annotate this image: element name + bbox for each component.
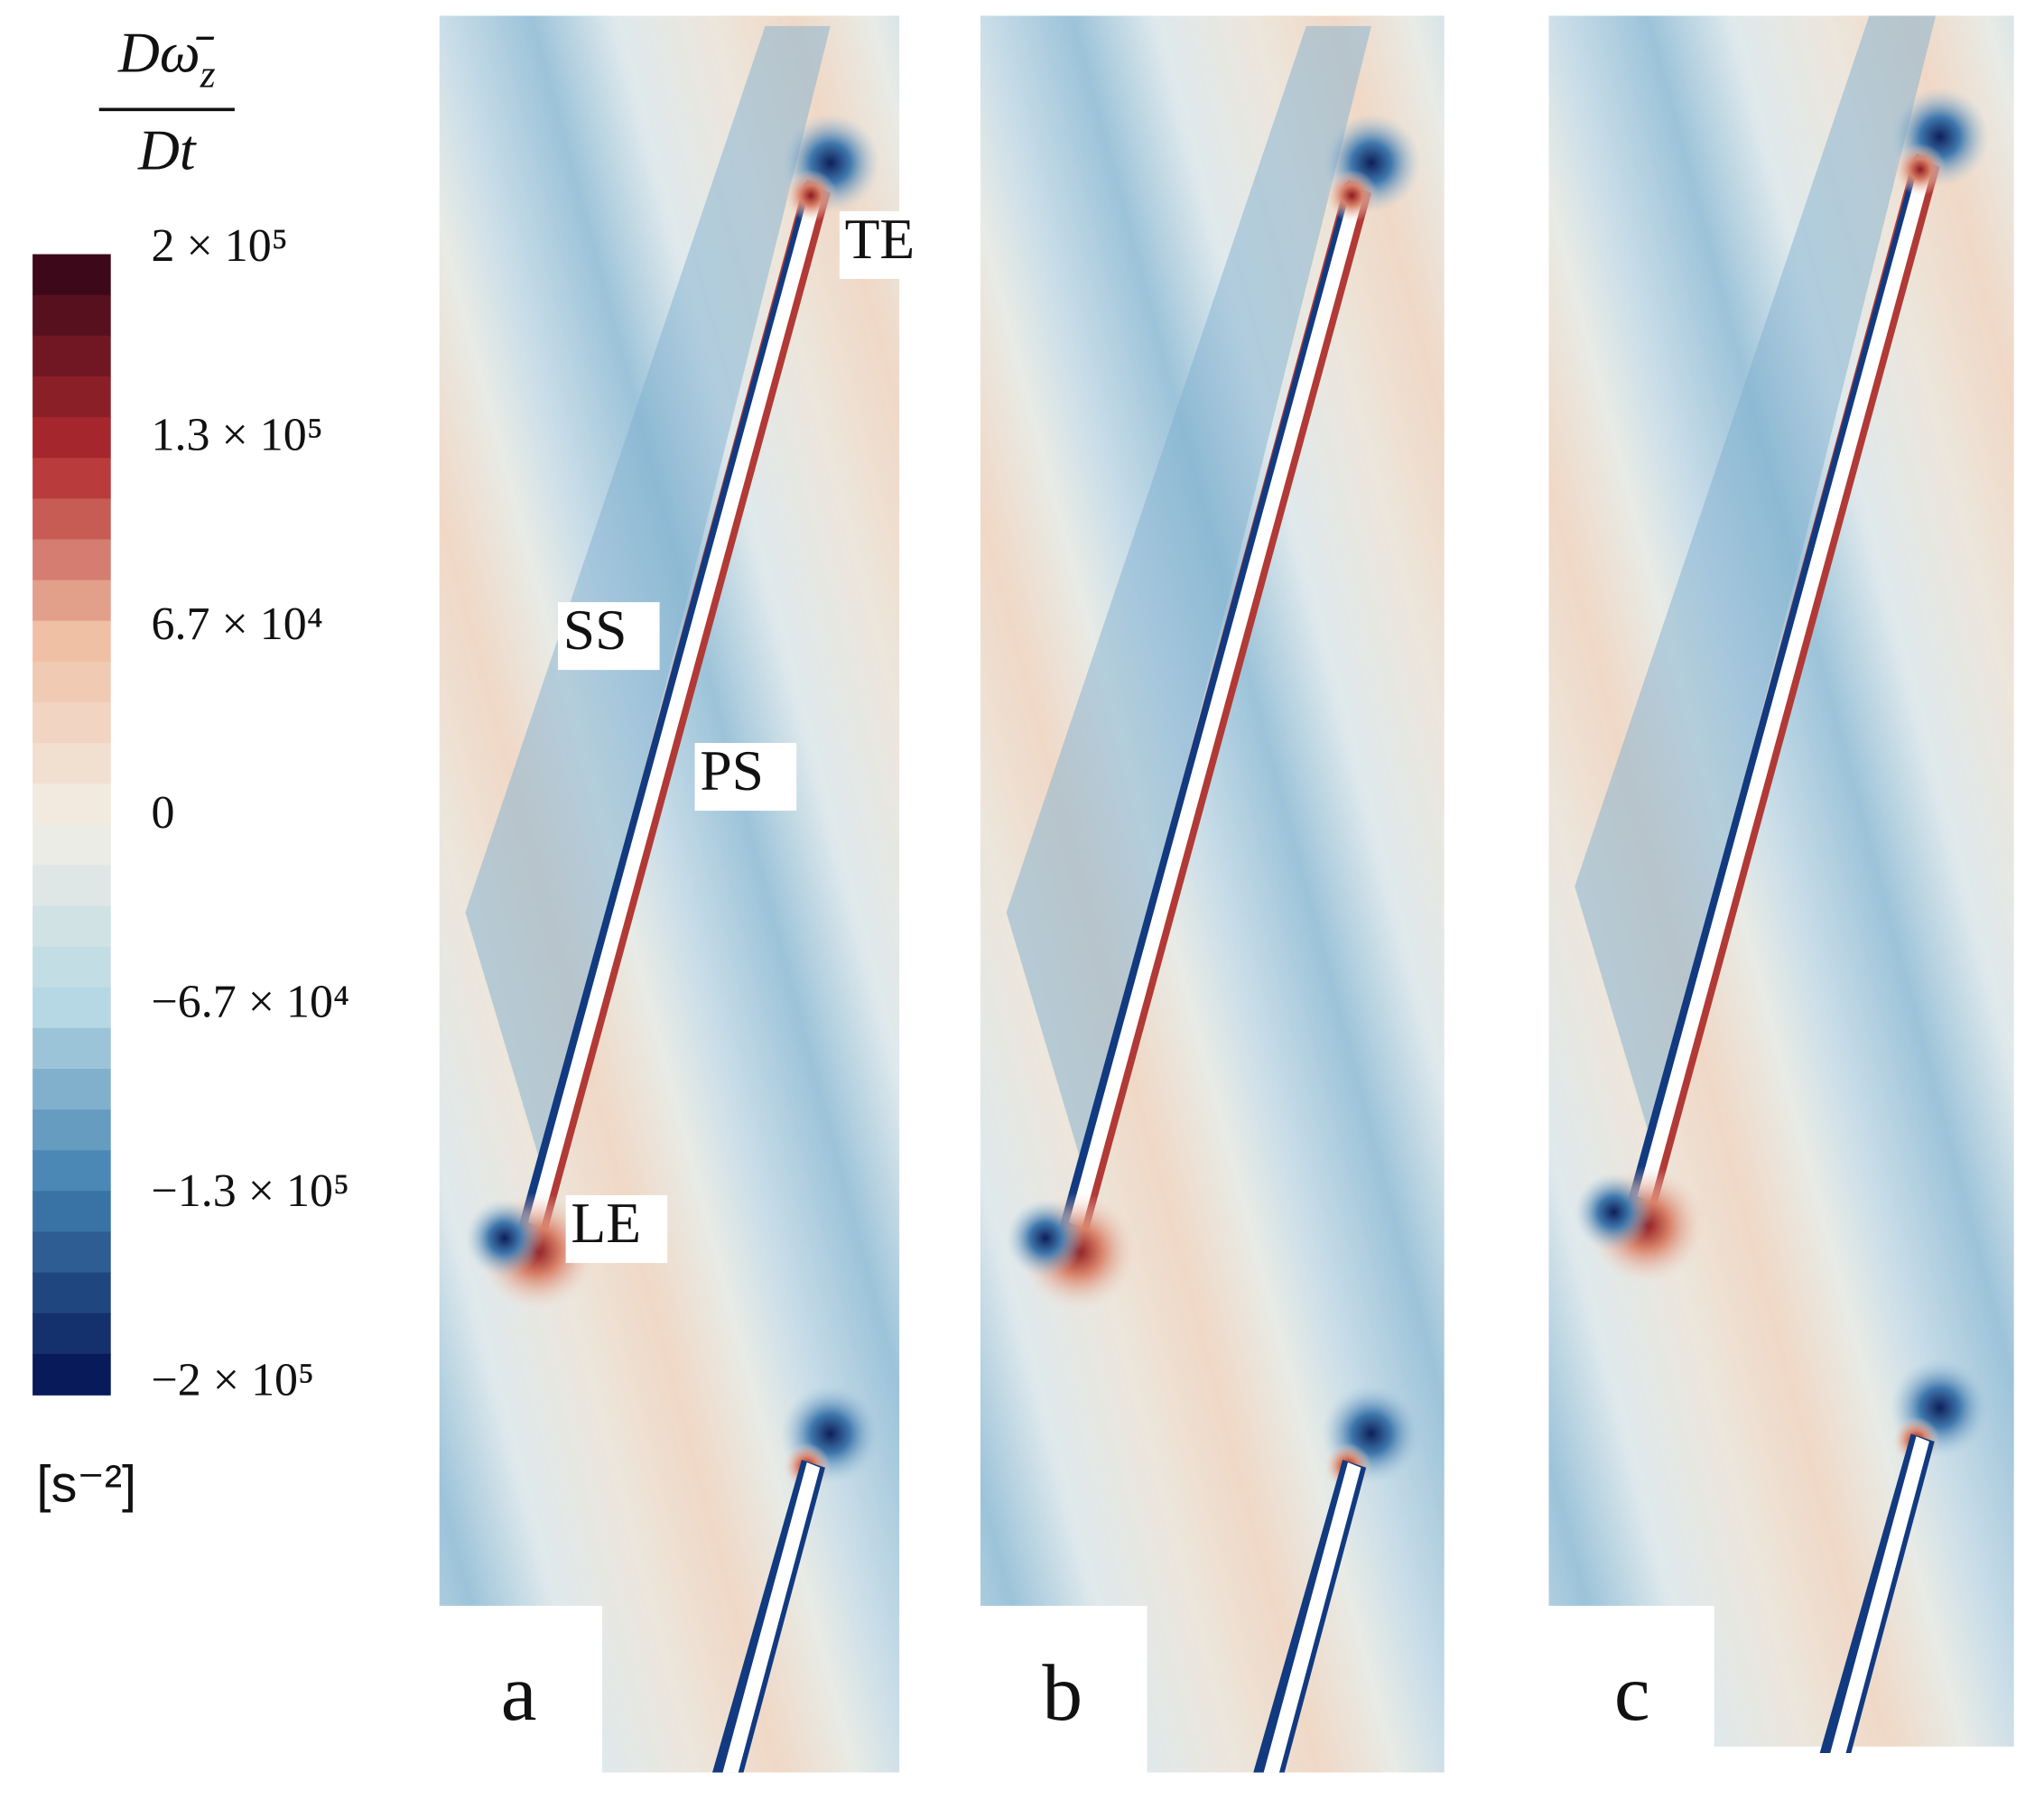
panel-label: b: [1042, 1648, 1082, 1738]
colorbar-band: [33, 824, 111, 867]
annotation: PS: [700, 738, 764, 803]
colorbar-band: [33, 294, 111, 337]
contour-panel-b: [980, 15, 1445, 1773]
annotation-background: [557, 602, 660, 671]
colorbar-tick-label: −2 × 10⁵: [151, 1354, 314, 1406]
colorbar-band: [33, 335, 111, 377]
colorbar-band: [33, 254, 111, 296]
panel-label: a: [501, 1648, 537, 1738]
annotation: TE: [845, 207, 915, 271]
colorbar-tick-label: −6.7 × 10⁴: [151, 977, 349, 1028]
annotation-background: [565, 1195, 668, 1264]
colorbar-band: [33, 661, 111, 703]
colorbar-title-numerator: Dω̄z: [117, 20, 216, 96]
panel-label: c: [1614, 1648, 1650, 1738]
colorbar-band: [33, 987, 111, 1029]
colorbar-tick-label: 0: [151, 787, 174, 839]
colorbar-band: [33, 865, 111, 907]
colorbar-band: [33, 1068, 111, 1110]
colorbar-band: [33, 1231, 111, 1274]
colorbar-band: [33, 1191, 111, 1233]
colorbar-band: [33, 1313, 111, 1355]
contour-panel-a: [439, 15, 900, 1773]
contour-panel-c: [1548, 15, 2014, 1754]
colorbar-band: [33, 905, 111, 948]
colorbar-band: [33, 1109, 111, 1152]
colorbar-band: [33, 1027, 111, 1070]
colorbar-band: [33, 743, 111, 785]
colorbar-band: [33, 376, 111, 418]
colorbar-band: [33, 458, 111, 500]
colorbar-band: [33, 498, 111, 541]
colorbar-band: [33, 1272, 111, 1314]
colorbar-band: [33, 539, 111, 581]
colorbar-band: [33, 701, 111, 744]
colorbar-band: [33, 946, 111, 988]
annotation: LE: [571, 1191, 641, 1255]
annotation: SS: [563, 598, 627, 662]
colorbar-band: [33, 1353, 111, 1396]
colorbar-band: [33, 784, 111, 826]
annotation-background: [694, 743, 797, 812]
colorbar-band: [33, 417, 111, 459]
colorbar-band: [33, 620, 111, 663]
colorbar-tick-label: 6.7 × 10⁴: [151, 598, 322, 650]
colorbar-band: [33, 1150, 111, 1192]
colorbar-unit: [s⁻²]: [36, 1455, 136, 1513]
colorbar-title-denominator: Dt: [137, 118, 197, 182]
colorbar-tick-label: 2 × 10⁵: [151, 220, 287, 272]
colorbar-tick-label: 1.3 × 10⁵: [151, 410, 322, 461]
colorbar-band: [33, 580, 111, 622]
colorbar: [33, 254, 111, 1396]
annotation-background: [839, 210, 942, 279]
colorbar-tick-label: −1.3 × 10⁵: [151, 1165, 349, 1217]
